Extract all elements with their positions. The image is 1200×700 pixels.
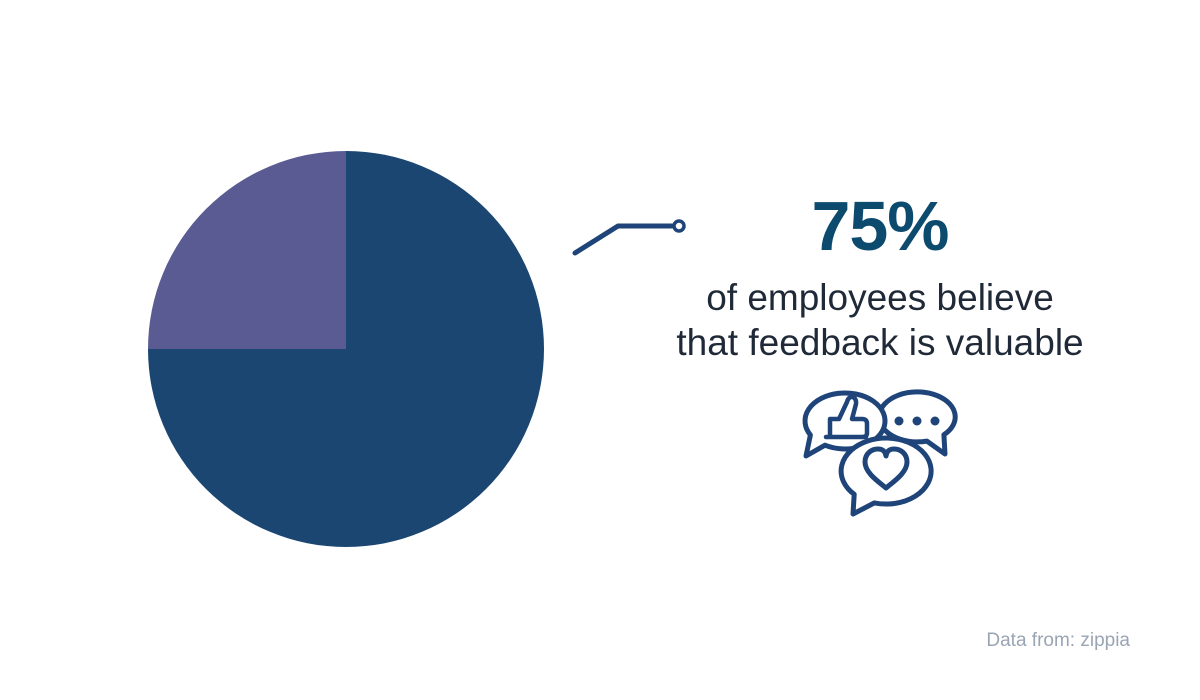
stat-caption: of employees believe that feedback is va… xyxy=(640,275,1120,365)
stat-caption-line1: of employees believe xyxy=(706,277,1054,318)
stat-block: 75% of employees believe that feedback i… xyxy=(640,190,1120,365)
callout-line-icon xyxy=(572,219,686,256)
feedback-speech-bubbles-icon xyxy=(802,389,958,517)
pie-chart xyxy=(148,151,544,547)
ellipsis-dots-icon xyxy=(894,416,940,426)
stat-value: 75% xyxy=(811,187,949,265)
source-label: Data from: zippia xyxy=(986,630,1130,651)
stat-caption-line2: that feedback is valuable xyxy=(676,322,1084,363)
heart-speech-bubble-icon xyxy=(838,435,934,517)
